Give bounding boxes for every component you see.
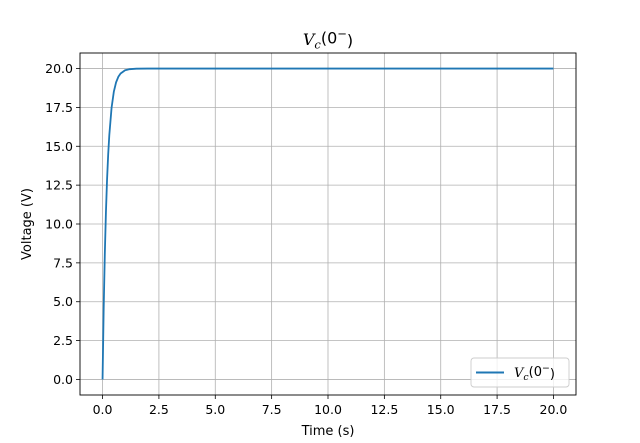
x-axis-label: Time (s) — [301, 424, 355, 439]
y-tick-label: 12.5 — [45, 178, 73, 193]
x-tick-label: 12.5 — [370, 402, 398, 417]
y-tick-label: 17.5 — [45, 100, 73, 115]
y-tick-label: 5.0 — [53, 294, 73, 309]
y-tick-label: 2.5 — [53, 333, 73, 348]
x-tick-label: 0.0 — [93, 402, 113, 417]
series-line — [101, 67, 554, 380]
x-tick-label: 5.0 — [205, 402, 225, 417]
y-tick-label: 0.0 — [53, 372, 73, 387]
x-tick-label: 7.5 — [262, 402, 282, 417]
y-tick-label: 7.5 — [53, 255, 73, 270]
x-tick-label: 15.0 — [427, 402, 455, 417]
x-tick-label: 2.5 — [149, 402, 169, 417]
series-layer — [101, 67, 554, 380]
y-tick-label: 15.0 — [45, 139, 73, 154]
chart-title: Vc(0−) — [303, 26, 353, 51]
y-tick-label: 10.0 — [45, 217, 73, 232]
y-axis-label: Voltage (V) — [20, 188, 35, 260]
legend-label: Vc(0−) — [514, 363, 555, 383]
legend-box — [470, 357, 570, 388]
y-axis: 0.0 2.5 5.0 7.5 10.0 12.5 15.0 17.5 20.0 — [45, 61, 80, 387]
legend: Vc(0−) — [470, 357, 570, 388]
x-tick-label: 20.0 — [540, 402, 568, 417]
x-axis: 0.0 2.5 5.0 7.5 10.0 12.5 15.0 17.5 20.0 — [93, 395, 568, 417]
x-tick-label: 17.5 — [483, 402, 511, 417]
y-tick-label: 20.0 — [45, 61, 73, 76]
x-tick-label: 10.0 — [314, 402, 342, 417]
